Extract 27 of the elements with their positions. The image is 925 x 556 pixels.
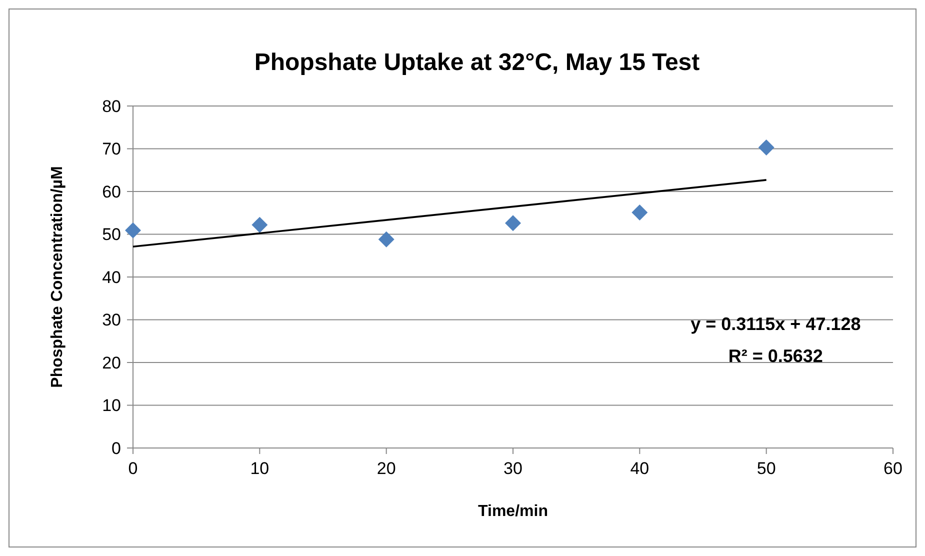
- point: [252, 216, 268, 233]
- y-tick-label: 10: [102, 396, 121, 416]
- y-tick-label: 80: [102, 96, 121, 116]
- point: [632, 204, 648, 220]
- y-tick-label: 70: [102, 140, 121, 159]
- x-tick-label: 10: [250, 459, 270, 478]
- x-tick-label: 60: [884, 459, 902, 478]
- point: [378, 231, 394, 248]
- y-axis-title: Phosphate Concentration/µM: [49, 166, 66, 388]
- y-tick-label: 0: [112, 438, 121, 458]
- y-tick-label: 30: [102, 310, 121, 330]
- x-tick-label: 0: [128, 459, 138, 478]
- point: [125, 222, 141, 238]
- x-tick-label: 20: [376, 459, 396, 478]
- chart-title: Phopshate Uptake at 32°C, May 15 Test: [254, 49, 700, 76]
- point: [505, 215, 521, 232]
- y-tick-label: 60: [102, 182, 121, 202]
- y-tick-label: 50: [102, 225, 121, 244]
- point: [758, 139, 774, 156]
- x-tick-label: 50: [756, 459, 776, 478]
- annotation: R² = 0.5632: [728, 346, 823, 366]
- x-axis-title: Time/min: [478, 503, 548, 520]
- y-tick-label: 40: [102, 268, 121, 287]
- x-tick-label: 40: [630, 459, 650, 478]
- y-tick-label: 20: [102, 353, 121, 372]
- x-tick-label: 30: [504, 459, 522, 478]
- annotation: y = 0.3115x + 47.128: [690, 314, 861, 334]
